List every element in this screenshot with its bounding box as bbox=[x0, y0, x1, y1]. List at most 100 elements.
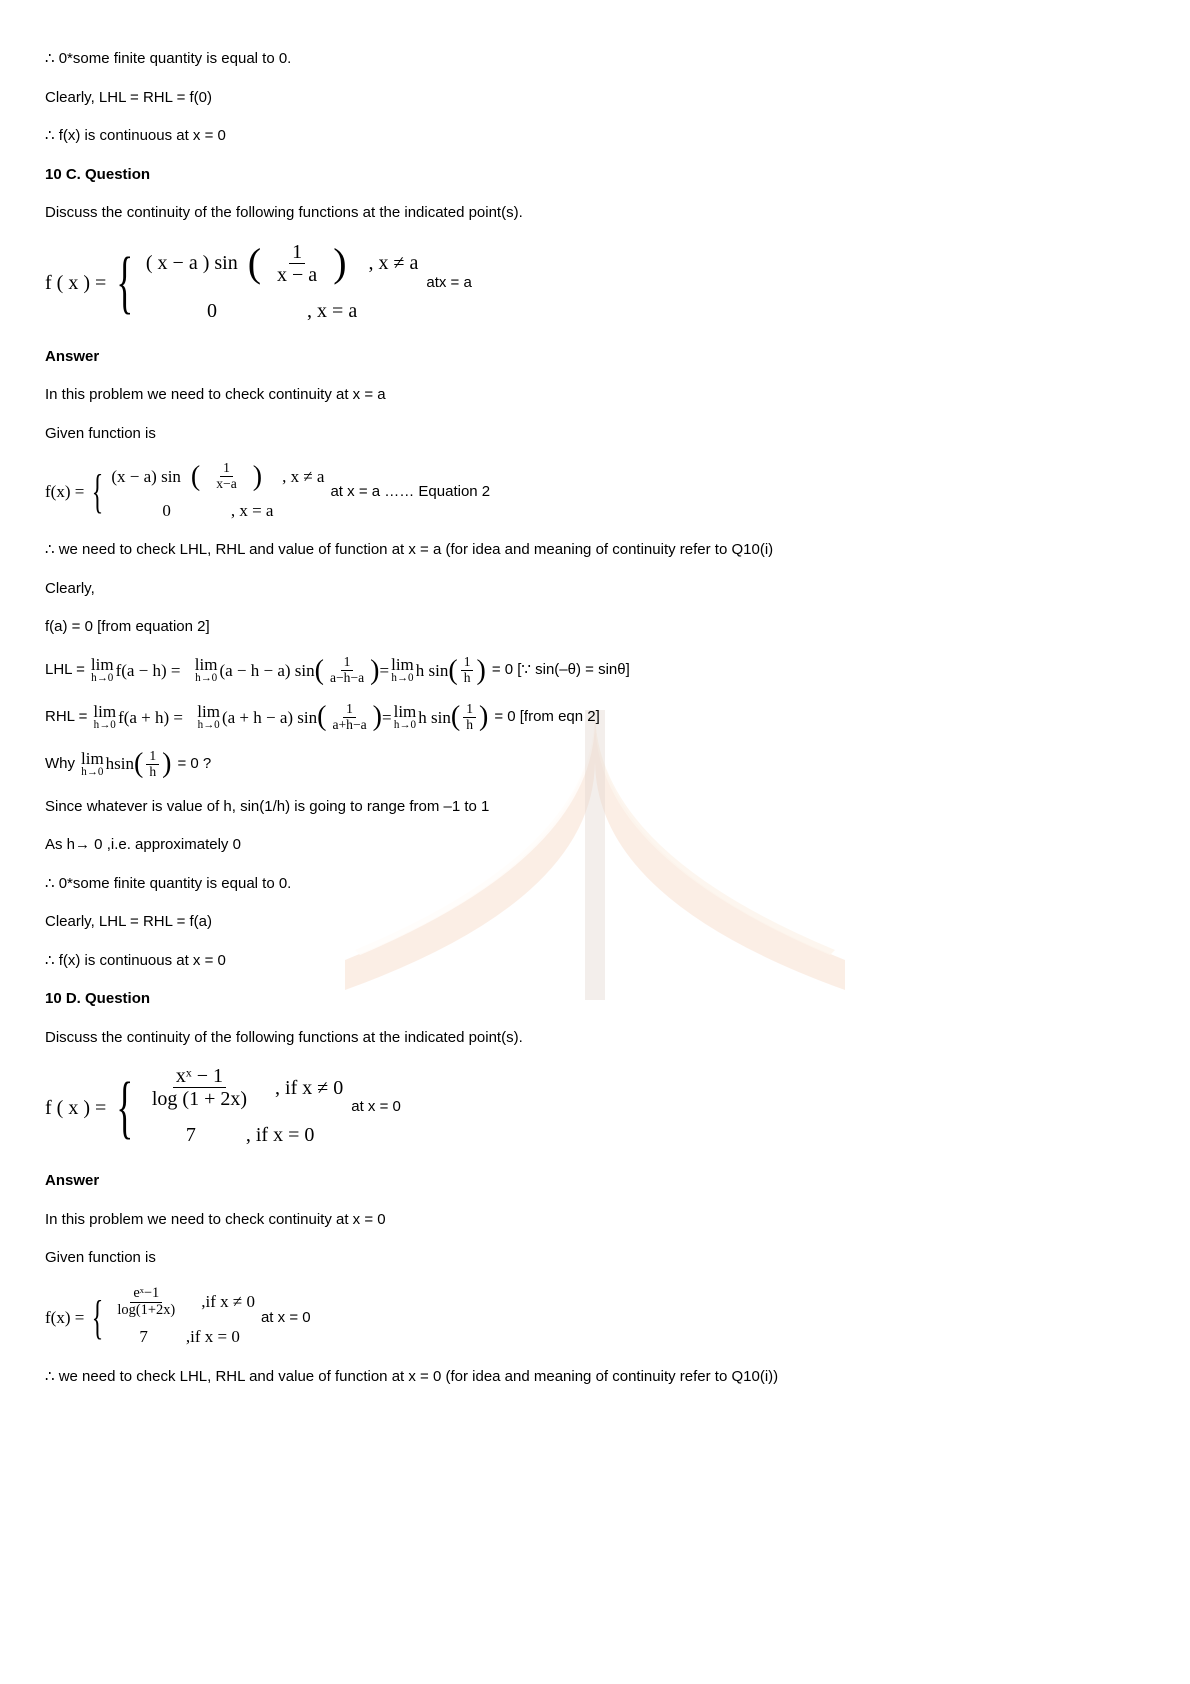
fx-prefix: f ( x ) = bbox=[45, 268, 106, 298]
case2-expr: 7 bbox=[186, 1120, 196, 1150]
lim-text: lim bbox=[197, 703, 220, 720]
rparen-icon: ) bbox=[476, 661, 485, 681]
rhl-2: (a + h − a) sin bbox=[222, 705, 317, 731]
frac-num: 1 bbox=[220, 461, 233, 477]
frac-den: x − a bbox=[274, 264, 320, 286]
case2-cond-sm: , x = a bbox=[231, 498, 274, 524]
lim-under: h→0 bbox=[391, 673, 413, 684]
q10d-function-large: f ( x ) = { xˣ − 1log (1 + 2x) , if x ≠ … bbox=[45, 1065, 1145, 1150]
q10c-ans3: ∴ we need to check LHL, RHL and value of… bbox=[45, 539, 1145, 562]
case2-cond: , x = a bbox=[307, 296, 357, 326]
rparen-icon: ) bbox=[479, 707, 488, 727]
lim-text: lim bbox=[394, 703, 417, 720]
q10c-ans7: As h→ 0 ,i.e. approximately 0 bbox=[45, 834, 1145, 857]
after-text: at x = 0 bbox=[261, 1307, 311, 1330]
brace-icon: { bbox=[92, 475, 104, 509]
lim-under: h→0 bbox=[195, 673, 217, 684]
frac-num: eˣ−1 bbox=[130, 1286, 162, 1303]
frac-num: xˣ − 1 bbox=[173, 1065, 226, 1088]
q10c-ans9: Clearly, LHL = RHL = f(a) bbox=[45, 911, 1145, 934]
q10d-prompt: Discuss the continuity of the following … bbox=[45, 1027, 1145, 1050]
q10c-function-small: f(x) = { (x − a) sin ( 1x−a ) , x ≠ a 0 … bbox=[45, 461, 1145, 523]
lhl-2: (a − h − a) sin bbox=[219, 658, 314, 684]
q10c-ans4: Clearly, bbox=[45, 578, 1145, 601]
q10d-ans2: Given function is bbox=[45, 1247, 1145, 1270]
at-text: atx = a bbox=[426, 272, 471, 295]
lparen-icon: ( bbox=[448, 661, 457, 681]
lim-text: lim bbox=[195, 656, 218, 673]
intro-line2: Clearly, LHL = RHL = f(0) bbox=[45, 87, 1145, 110]
frac-num: 1 bbox=[343, 702, 356, 718]
lhl-label: LHL = bbox=[45, 659, 85, 682]
frac-den: h bbox=[461, 671, 474, 686]
q10c-why: Why limh→0 hsin ( 1h ) = 0 ? bbox=[45, 749, 1145, 780]
frac-num: 1 bbox=[289, 241, 305, 264]
q10c-answer-heading: Answer bbox=[45, 346, 1145, 369]
q10c-ans1: In this problem we need to check continu… bbox=[45, 384, 1145, 407]
frac-num: 1 bbox=[341, 655, 354, 671]
case1-cond-sm: , x ≠ a bbox=[282, 464, 324, 490]
case1-cond: , if x ≠ 0 bbox=[275, 1073, 343, 1103]
lim-text: lim bbox=[91, 656, 114, 673]
q10c-ans5: f(a) = 0 [from equation 2] bbox=[45, 616, 1145, 639]
lparen-icon: ( bbox=[191, 467, 200, 487]
fx-prefix-sm: f(x) = bbox=[45, 479, 84, 505]
frac-den: h bbox=[463, 718, 476, 733]
case2-expr-sm: 0 bbox=[162, 498, 171, 524]
q10d-answer-heading: Answer bbox=[45, 1170, 1145, 1193]
lhl-1: f(a − h) = bbox=[116, 658, 181, 684]
frac-num: 1 bbox=[461, 655, 474, 671]
rhl-result: = 0 [from eqn 2] bbox=[494, 706, 599, 729]
rparen-icon: ) bbox=[373, 707, 382, 727]
case2-cond-sm: ,if x = 0 bbox=[186, 1324, 240, 1350]
lim-under: h→0 bbox=[394, 720, 416, 731]
frac-den: a+h−a bbox=[329, 718, 369, 733]
q10c-heading: 10 C. Question bbox=[45, 164, 1145, 187]
q10d-heading: 10 D. Question bbox=[45, 988, 1145, 1011]
rhl-label: RHL = bbox=[45, 706, 87, 729]
lim-text: lim bbox=[93, 703, 116, 720]
lim-under: h→0 bbox=[198, 720, 220, 731]
brace-icon: { bbox=[92, 1301, 104, 1335]
q10c-lhl: LHL = limh→0 f(a − h) = limh→0 (a − h − … bbox=[45, 655, 1145, 686]
frac-num: 1 bbox=[463, 702, 476, 718]
frac-den: h bbox=[146, 765, 159, 780]
rparen-icon: ) bbox=[370, 661, 379, 681]
case1-expr-sm: (x − a) sin bbox=[111, 464, 181, 490]
case1-expr: ( x − a ) sin bbox=[146, 248, 238, 278]
q10c-function-large: f ( x ) = { ( x − a ) sin ( 1x − a ) , x… bbox=[45, 241, 1145, 326]
after-text: at x = a …… Equation 2 bbox=[330, 481, 490, 504]
lparen-icon: ( bbox=[451, 707, 460, 727]
brace-icon: { bbox=[117, 1080, 134, 1136]
rparen-icon: ) bbox=[253, 467, 262, 487]
lim-text: lim bbox=[391, 656, 414, 673]
case1-cond: , x ≠ a bbox=[369, 248, 419, 278]
lhl-result: = 0 [∵ sin(–θ) = sinθ] bbox=[492, 659, 630, 682]
case2-expr: 0 bbox=[207, 296, 217, 326]
frac-den: log (1 + 2x) bbox=[149, 1088, 250, 1110]
rhl-1: f(a + h) = bbox=[118, 705, 183, 731]
fx-prefix-sm: f(x) = bbox=[45, 1305, 84, 1331]
q10c-prompt: Discuss the continuity of the following … bbox=[45, 202, 1145, 225]
lparen-icon: ( bbox=[317, 707, 326, 727]
lparen-icon: ( bbox=[134, 754, 143, 774]
lim-text: lim bbox=[81, 750, 104, 767]
q10c-ans10: ∴ f(x) is continuous at x = 0 bbox=[45, 950, 1145, 973]
eq-sign: = bbox=[382, 705, 392, 731]
q10d-ans1: In this problem we need to check continu… bbox=[45, 1209, 1145, 1232]
at-text: at x = 0 bbox=[351, 1096, 401, 1119]
eq-sign: = bbox=[380, 658, 390, 684]
lim-under: h→0 bbox=[81, 767, 103, 778]
frac-den: log(1+2x) bbox=[114, 1303, 178, 1319]
intro-line3: ∴ f(x) is continuous at x = 0 bbox=[45, 125, 1145, 148]
rparen-icon: ) bbox=[162, 754, 171, 774]
frac-den: x−a bbox=[213, 477, 240, 492]
lim-under: h→0 bbox=[91, 673, 113, 684]
fx-prefix: f ( x ) = bbox=[45, 1093, 106, 1123]
lparen-icon: ( bbox=[315, 661, 324, 681]
frac-den: a−h−a bbox=[327, 671, 367, 686]
intro-line1: ∴ 0*some finite quantity is equal to 0. bbox=[45, 48, 1145, 71]
why-label: Why bbox=[45, 753, 75, 776]
case2-expr-sm: 7 bbox=[139, 1324, 148, 1350]
q10c-ans8: ∴ 0*some finite quantity is equal to 0. bbox=[45, 873, 1145, 896]
